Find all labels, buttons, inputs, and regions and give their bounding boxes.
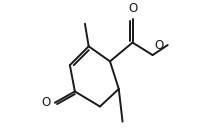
- Text: O: O: [128, 2, 137, 15]
- Text: O: O: [42, 96, 51, 109]
- Text: O: O: [154, 39, 163, 52]
